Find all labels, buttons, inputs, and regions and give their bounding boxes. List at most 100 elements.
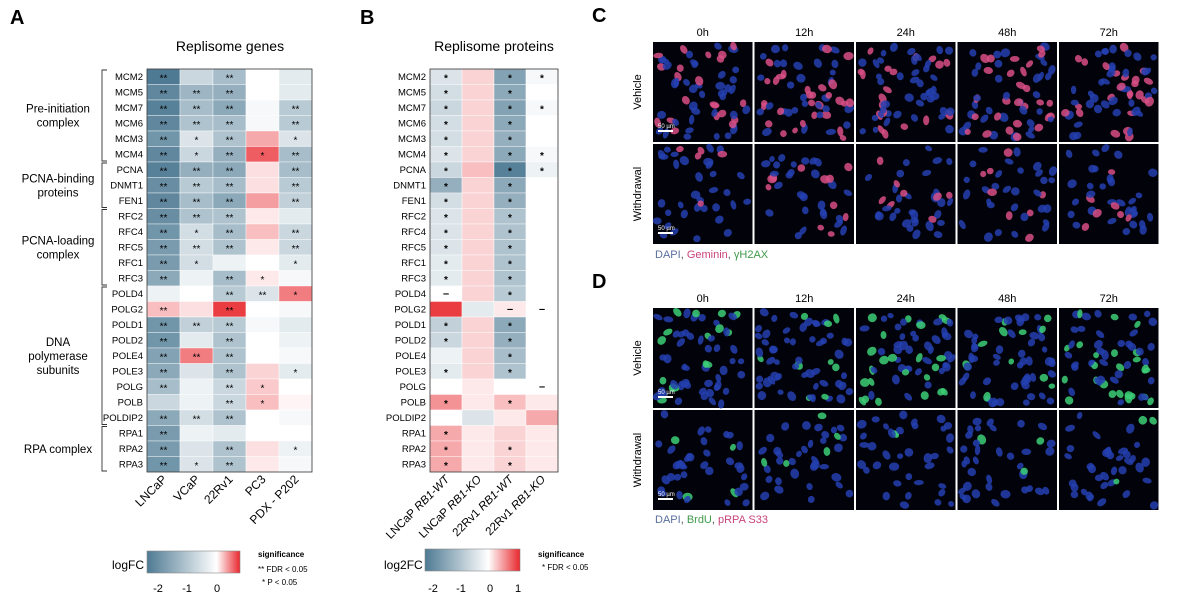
nucleus	[946, 107, 955, 116]
nucleus	[877, 78, 885, 86]
nucleus	[1025, 131, 1035, 139]
nucleus	[1065, 424, 1076, 432]
nucleus	[911, 55, 918, 65]
nucleus	[915, 368, 922, 376]
nucleus	[729, 110, 738, 120]
nucleus	[728, 312, 737, 321]
nucleus	[936, 355, 947, 362]
nucleus	[1025, 356, 1033, 366]
nucleus	[983, 232, 993, 242]
nucleus	[653, 52, 664, 59]
significance-mark: *	[444, 399, 448, 410]
significance-mark: **	[292, 120, 300, 131]
nucleus	[1012, 132, 1022, 141]
heatmap-cell	[278, 409, 313, 426]
nucleus	[1036, 45, 1045, 53]
nucleus	[653, 313, 663, 321]
nucleus	[905, 491, 912, 500]
nucleus	[968, 352, 975, 364]
protein-label: DNMT1	[393, 181, 426, 192]
gene-label: POLD4	[112, 289, 143, 300]
nucleus	[810, 169, 820, 179]
nucleus	[860, 378, 870, 387]
nucleus	[724, 499, 731, 506]
nucleus	[1034, 313, 1042, 321]
protein-label: POLD2	[395, 336, 426, 347]
nucleus	[1038, 50, 1046, 58]
gene-label: RFC4	[118, 227, 143, 238]
protein-label: MCM5	[398, 88, 426, 99]
significance-mark: *	[508, 89, 512, 100]
nucleus	[677, 201, 684, 209]
nucleus	[662, 61, 672, 70]
nucleus	[1037, 71, 1044, 81]
nucleus	[1047, 370, 1056, 378]
protein-label: POLE4	[395, 351, 426, 362]
nucleus	[931, 335, 941, 344]
significance-mark: *	[444, 213, 448, 224]
nucleus	[971, 343, 978, 350]
stain-geminin: Geminin	[687, 249, 728, 261]
nucleus	[1025, 60, 1034, 68]
nucleus	[1130, 206, 1137, 213]
nucleus	[1003, 316, 1013, 325]
nucleus	[680, 471, 688, 479]
nucleus	[1080, 488, 1088, 496]
nucleus	[825, 128, 836, 135]
nucleus	[839, 433, 848, 442]
heatmap-cell	[179, 394, 214, 411]
nucleus	[767, 375, 776, 385]
nucleus	[1131, 75, 1140, 85]
nucleus	[780, 130, 787, 138]
nucleus	[835, 96, 845, 106]
nucleus	[1144, 310, 1151, 318]
nucleus	[915, 353, 923, 363]
nucleus	[657, 110, 666, 119]
significance-mark: **	[160, 306, 168, 317]
heatmap-cell	[525, 456, 559, 473]
panel-b-legend-label: log2FC	[384, 558, 423, 572]
significance-mark: *	[294, 136, 298, 147]
nucleus	[819, 379, 829, 387]
nucleus	[1042, 486, 1050, 495]
scale-bar-label: 50 µm	[658, 124, 675, 130]
heatmap-cell	[245, 301, 280, 318]
protein-label: RFC2	[401, 212, 426, 223]
heatmap-cell	[525, 394, 559, 411]
nucleus	[718, 50, 727, 59]
significance-mark: **	[292, 198, 300, 209]
nucleus	[1131, 106, 1141, 116]
significance-mark: **	[160, 120, 168, 131]
nucleus	[1073, 131, 1082, 140]
nucleus	[841, 337, 849, 346]
significance-mark: *	[294, 260, 298, 271]
nucleus	[889, 42, 898, 52]
micrograph-vehicle-48h	[957, 308, 1057, 408]
nucleus	[1034, 123, 1044, 132]
nucleus	[969, 160, 977, 168]
protein-label: MCM4	[398, 150, 426, 161]
nucleus	[683, 79, 690, 86]
nucleus	[717, 150, 728, 158]
nucleus	[1081, 222, 1090, 231]
nucleus	[688, 114, 695, 125]
heatmap-cell	[278, 270, 313, 287]
heatmap-cell	[179, 332, 214, 349]
significance-mark: **	[160, 322, 168, 333]
significance-mark: *	[294, 291, 298, 302]
nucleus	[829, 69, 836, 76]
nucleus	[769, 170, 779, 177]
condition-label: Withdrawal	[632, 433, 644, 487]
nucleus	[934, 210, 942, 219]
nucleus	[933, 192, 942, 201]
stain-sep: ,	[681, 249, 687, 261]
heatmap-cell	[461, 192, 495, 209]
nucleus	[1122, 490, 1131, 499]
nucleus	[1092, 431, 1101, 440]
column-label: VCaP	[171, 472, 203, 504]
nucleus	[880, 100, 891, 109]
nucleus	[986, 474, 993, 485]
nucleus	[1014, 98, 1024, 107]
nucleus	[714, 42, 722, 50]
nucleus	[713, 384, 721, 391]
